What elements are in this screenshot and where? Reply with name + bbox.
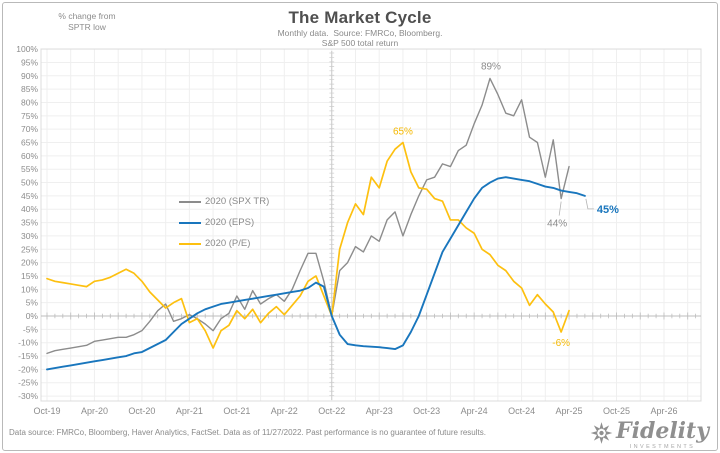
svg-text:Apr-25: Apr-25 <box>556 406 583 416</box>
y-axis-title: % change from SPTR low <box>29 11 145 33</box>
legend-label: 2020 (SPX TR) <box>205 196 270 207</box>
legend-item: 2020 (P/E) <box>179 233 269 254</box>
legend-swatch <box>179 242 201 245</box>
legend-label: 2020 (EPS) <box>205 217 255 228</box>
svg-text:95%: 95% <box>21 57 38 67</box>
svg-text:25%: 25% <box>21 244 38 254</box>
svg-text:80%: 80% <box>21 97 38 107</box>
svg-text:65%: 65% <box>393 127 413 138</box>
svg-text:-5%: -5% <box>23 324 39 334</box>
svg-text:45%: 45% <box>21 191 38 201</box>
svg-text:35%: 35% <box>21 218 38 228</box>
svg-text:45%: 45% <box>597 204 619 216</box>
svg-text:50%: 50% <box>21 178 38 188</box>
svg-text:Oct-21: Oct-21 <box>223 406 250 416</box>
y-axis-title-line1: % change from <box>58 11 116 21</box>
svg-text:0%: 0% <box>26 311 39 321</box>
svg-text:Apr-22: Apr-22 <box>271 406 298 416</box>
svg-text:100%: 100% <box>16 44 38 54</box>
svg-text:65%: 65% <box>21 138 38 148</box>
fidelity-pinwheel-icon <box>589 420 614 450</box>
legend-swatch <box>179 221 201 224</box>
svg-text:5%: 5% <box>26 298 39 308</box>
svg-text:89%: 89% <box>481 61 501 72</box>
fidelity-wordmark: Fidelity <box>615 418 709 444</box>
svg-text:40%: 40% <box>21 204 38 214</box>
legend-item: 2020 (EPS) <box>179 212 269 233</box>
svg-text:44%: 44% <box>547 219 567 230</box>
svg-text:-20%: -20% <box>18 364 38 374</box>
fidelity-logo: Fidelity INVESTMENTS <box>589 418 709 450</box>
legend-swatch <box>179 200 201 203</box>
svg-text:Oct-23: Oct-23 <box>413 406 440 416</box>
svg-text:60%: 60% <box>21 151 38 161</box>
svg-text:90%: 90% <box>21 71 38 81</box>
svg-text:Apr-20: Apr-20 <box>81 406 108 416</box>
svg-text:-15%: -15% <box>18 351 38 361</box>
svg-text:Oct-19: Oct-19 <box>33 406 60 416</box>
svg-text:30%: 30% <box>21 231 38 241</box>
svg-text:Apr-23: Apr-23 <box>366 406 393 416</box>
svg-text:-6%: -6% <box>552 338 570 349</box>
footer-disclaimer: Data source: FMRCo, Bloomberg, Haver Ana… <box>9 428 486 437</box>
y-axis-title-line2: SPTR low <box>68 22 106 32</box>
svg-text:Oct-25: Oct-25 <box>603 406 630 416</box>
legend-label: 2020 (P/E) <box>205 238 251 249</box>
svg-text:Oct-22: Oct-22 <box>318 406 345 416</box>
svg-text:85%: 85% <box>21 84 38 94</box>
svg-text:-30%: -30% <box>18 391 38 401</box>
svg-text:Apr-26: Apr-26 <box>650 406 677 416</box>
chart-legend: 2020 (SPX TR) 2020 (EPS) 2020 (P/E) <box>179 191 269 254</box>
fidelity-investments-label: INVESTMENTS <box>629 444 696 450</box>
svg-text:15%: 15% <box>21 271 38 281</box>
svg-text:10%: 10% <box>21 284 38 294</box>
svg-text:20%: 20% <box>21 258 38 268</box>
svg-text:70%: 70% <box>21 124 38 134</box>
svg-text:75%: 75% <box>21 111 38 121</box>
svg-text:Apr-21: Apr-21 <box>176 406 203 416</box>
svg-text:Oct-24: Oct-24 <box>508 406 535 416</box>
market-cycle-line-chart: 89% 65% 44% 45% -6% -30% -25% -20% -15% -10% -5% 0%… <box>16 44 702 416</box>
svg-text:-25%: -25% <box>18 378 38 388</box>
svg-text:Oct-20: Oct-20 <box>128 406 155 416</box>
svg-text:55%: 55% <box>21 164 38 174</box>
legend-item: 2020 (SPX TR) <box>179 191 269 212</box>
svg-text:Apr-24: Apr-24 <box>461 406 488 416</box>
svg-text:-10%: -10% <box>18 338 38 348</box>
